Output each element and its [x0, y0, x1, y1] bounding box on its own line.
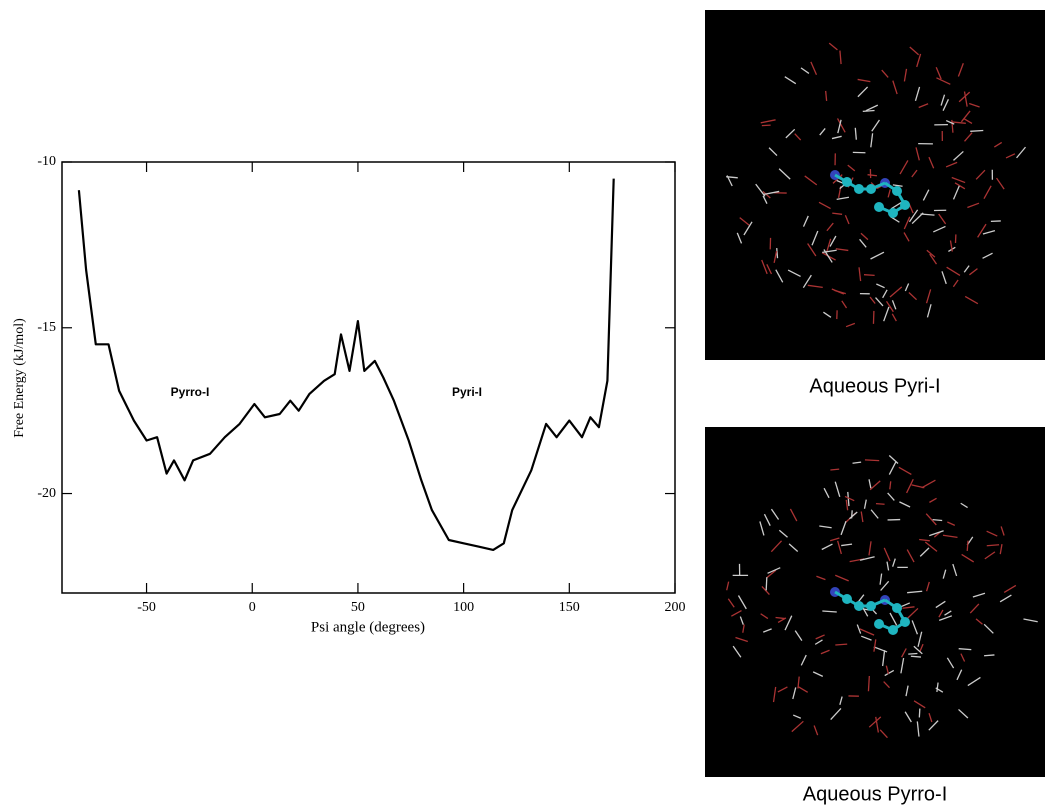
x-tick-label: 200: [665, 600, 686, 615]
water: [835, 644, 847, 645]
water: [959, 649, 972, 650]
water: [911, 656, 921, 657]
water: [933, 520, 943, 521]
water: [868, 676, 869, 691]
y-tick-label: -15: [37, 320, 56, 335]
x-tick-label: 0: [249, 600, 256, 615]
water: [970, 130, 983, 131]
x-tick-label: 50: [351, 600, 365, 615]
water: [984, 655, 994, 656]
water: [865, 460, 879, 461]
water: [864, 275, 875, 276]
molecule-render: [705, 427, 1045, 777]
image-caption: Aqueous Pyrro-I: [803, 783, 948, 805]
y-axis-label: Free Energy (kJ/mol): [12, 318, 27, 438]
water: [830, 469, 839, 470]
annotation: Pyri-I: [452, 385, 482, 399]
annotation: Pyrro-I: [171, 385, 210, 399]
water: [766, 577, 767, 590]
water: [876, 504, 885, 505]
x-axis-label: Psi angle (degrees): [311, 619, 425, 635]
x-tick-label: 150: [559, 600, 580, 615]
water: [919, 709, 920, 718]
figure: Psi angle (degrees) Free Energy (kJ/mol)…: [0, 0, 1047, 806]
data-line: [79, 179, 614, 550]
y-tick-label: -10: [37, 154, 56, 169]
image-caption: Aqueous Pyri-I: [809, 375, 940, 397]
x-tick-label: 100: [453, 600, 474, 615]
y-tick-label: -20: [37, 486, 56, 501]
water: [967, 541, 968, 551]
plot-frame: [62, 162, 675, 593]
water: [863, 111, 875, 112]
water: [777, 248, 778, 258]
x-tick-label: -50: [137, 600, 156, 615]
water: [908, 654, 917, 655]
